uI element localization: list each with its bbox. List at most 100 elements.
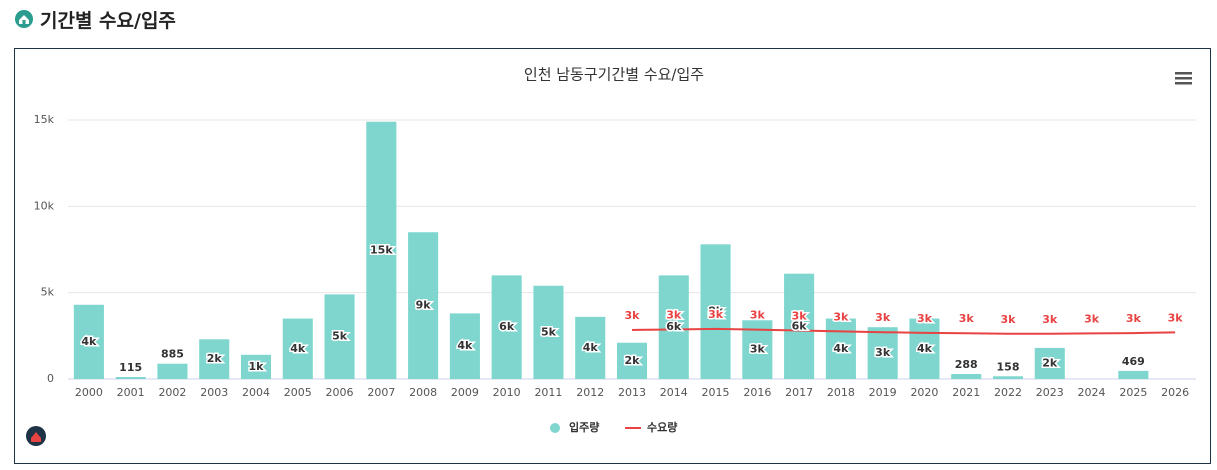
legend-swatch	[550, 423, 560, 433]
data-label: 5k	[541, 325, 557, 338]
bar	[157, 363, 188, 379]
bar	[449, 313, 480, 379]
line	[631, 327, 1176, 335]
bar	[115, 377, 146, 379]
data-label: 2k	[207, 352, 223, 365]
line-label: 3k	[708, 308, 724, 321]
data-label: 5k	[332, 330, 348, 343]
y-tick-label: 5k	[41, 286, 55, 299]
x-tick-label: 2019	[869, 386, 897, 399]
x-tick-label: 2008	[409, 386, 437, 399]
bar	[992, 376, 1024, 379]
bar	[616, 342, 648, 379]
bar	[282, 318, 313, 379]
bar	[700, 244, 731, 379]
line-label: 3k	[959, 312, 975, 325]
x-tick-label: 2000	[75, 386, 103, 399]
y-tick-label: 15k	[34, 113, 55, 126]
bar	[909, 318, 940, 379]
data-label: 115	[119, 361, 142, 374]
y-tick-label: 10k	[34, 199, 55, 212]
data-label: 885	[161, 348, 184, 361]
x-tick-label: 2011	[534, 386, 562, 399]
bar	[366, 121, 397, 379]
x-tick-label: 2023	[1036, 386, 1064, 399]
bar	[867, 327, 898, 379]
x-tick-label: 2024	[1078, 386, 1106, 399]
line-label: 3k	[792, 309, 808, 322]
x-tick-label: 2009	[451, 386, 479, 399]
x-tick-label: 2017	[785, 386, 813, 399]
data-label: 8k	[708, 305, 724, 318]
line-label: 3k	[833, 310, 849, 323]
data-label: 2k	[1042, 356, 1058, 369]
line-label: 3k	[1042, 313, 1058, 326]
bar	[1118, 370, 1149, 379]
bar	[491, 275, 522, 379]
footer-icon	[26, 426, 46, 446]
line-label: 3k	[1126, 312, 1142, 325]
line-label: 3k	[750, 309, 766, 322]
line-label: 3k	[1084, 312, 1100, 325]
x-tick-label: 2021	[952, 386, 980, 399]
x-tick-label: 2012	[576, 386, 604, 399]
x-tick-label: 2006	[326, 386, 354, 399]
menu-button[interactable]	[1175, 72, 1192, 85]
x-tick-label: 2016	[743, 386, 771, 399]
x-tick-label: 2014	[660, 386, 688, 399]
chart-box	[14, 48, 1211, 464]
bar	[658, 275, 689, 379]
data-label: 3k	[875, 346, 891, 359]
x-tick-label: 2010	[493, 386, 521, 399]
legend-label: 입주량	[569, 421, 599, 434]
bar	[199, 339, 230, 379]
data-label: 469	[1122, 355, 1145, 368]
header-icon	[15, 10, 33, 28]
x-tick-label: 2013	[618, 386, 646, 399]
data-label: 6k	[666, 320, 682, 333]
data-label: 4k	[290, 342, 306, 355]
line-label: 3k	[1001, 313, 1017, 326]
x-tick-label: 2020	[910, 386, 938, 399]
bar	[784, 273, 815, 379]
x-tick-label: 2001	[117, 386, 145, 399]
header-title: 기간별 수요/입주	[40, 9, 176, 32]
legend-label: 수요량	[647, 421, 677, 434]
data-label: 6k	[499, 320, 515, 333]
x-tick-label: 2015	[702, 386, 730, 399]
data-label: 158	[997, 360, 1020, 373]
x-tick-label: 2004	[242, 386, 270, 399]
data-label: 1k	[249, 360, 265, 373]
x-tick-label: 2003	[200, 386, 228, 399]
x-tick-label: 2018	[827, 386, 855, 399]
x-tick-label: 2025	[1119, 386, 1147, 399]
chart-title: 인천 남동구기간별 수요/입주	[524, 66, 704, 84]
data-label: 4k	[81, 335, 97, 348]
bar	[825, 318, 856, 379]
bar	[575, 316, 606, 379]
bar	[408, 232, 439, 379]
bar	[533, 285, 564, 379]
x-tick-label: 2026	[1161, 386, 1189, 399]
x-tick-label: 2002	[158, 386, 186, 399]
data-label: 4k	[917, 342, 933, 355]
y-tick-label: 0	[47, 372, 54, 385]
line-label: 3k	[917, 312, 933, 325]
x-tick-label: 2005	[284, 386, 312, 399]
data-label: 9k	[416, 299, 432, 312]
data-label: 4k	[583, 341, 599, 354]
line-label: 3k	[625, 309, 641, 322]
data-label: 288	[955, 358, 978, 371]
data-label: 2k	[625, 354, 641, 367]
bar	[240, 354, 272, 379]
data-label: 6k	[792, 319, 808, 332]
bar	[1034, 347, 1065, 379]
line-label: 3k	[1168, 311, 1184, 324]
x-tick-label: 2007	[367, 386, 395, 399]
data-label: 4k	[457, 339, 473, 352]
line-label: 3k	[666, 308, 682, 321]
data-label: 3k	[750, 343, 766, 356]
bar	[73, 304, 104, 379]
